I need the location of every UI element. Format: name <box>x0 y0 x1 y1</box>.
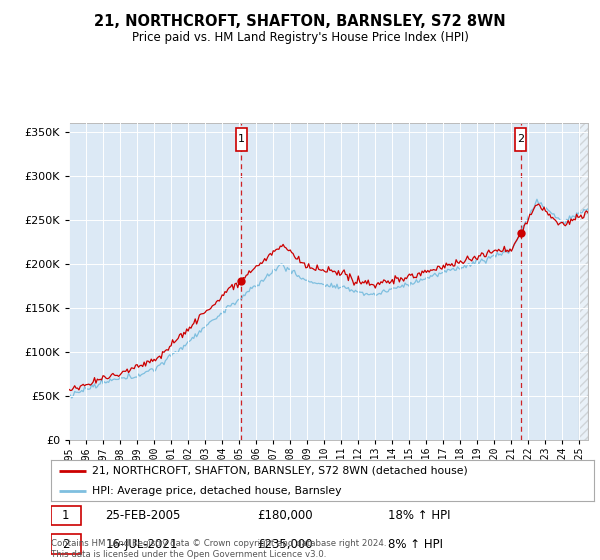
Text: 1: 1 <box>62 509 70 522</box>
FancyBboxPatch shape <box>515 128 526 151</box>
Text: 16-JUL-2021: 16-JUL-2021 <box>106 538 178 550</box>
Text: 1: 1 <box>238 134 245 144</box>
FancyBboxPatch shape <box>236 128 247 151</box>
Text: 2: 2 <box>517 134 524 144</box>
Text: 8% ↑ HPI: 8% ↑ HPI <box>388 538 443 550</box>
Text: Contains HM Land Registry data © Crown copyright and database right 2024.
This d: Contains HM Land Registry data © Crown c… <box>51 539 386 559</box>
Text: HPI: Average price, detached house, Barnsley: HPI: Average price, detached house, Barn… <box>92 486 341 496</box>
Text: 21, NORTHCROFT, SHAFTON, BARNSLEY, S72 8WN (detached house): 21, NORTHCROFT, SHAFTON, BARNSLEY, S72 8… <box>92 465 467 475</box>
Text: Price paid vs. HM Land Registry's House Price Index (HPI): Price paid vs. HM Land Registry's House … <box>131 31 469 44</box>
Text: 18% ↑ HPI: 18% ↑ HPI <box>388 509 450 522</box>
Text: 25-FEB-2005: 25-FEB-2005 <box>106 509 181 522</box>
Text: £235,000: £235,000 <box>257 538 313 550</box>
FancyBboxPatch shape <box>51 506 81 525</box>
Text: 21, NORTHCROFT, SHAFTON, BARNSLEY, S72 8WN: 21, NORTHCROFT, SHAFTON, BARNSLEY, S72 8… <box>94 14 506 29</box>
Text: 2: 2 <box>62 538 70 550</box>
Text: £180,000: £180,000 <box>257 509 313 522</box>
FancyBboxPatch shape <box>51 534 81 554</box>
